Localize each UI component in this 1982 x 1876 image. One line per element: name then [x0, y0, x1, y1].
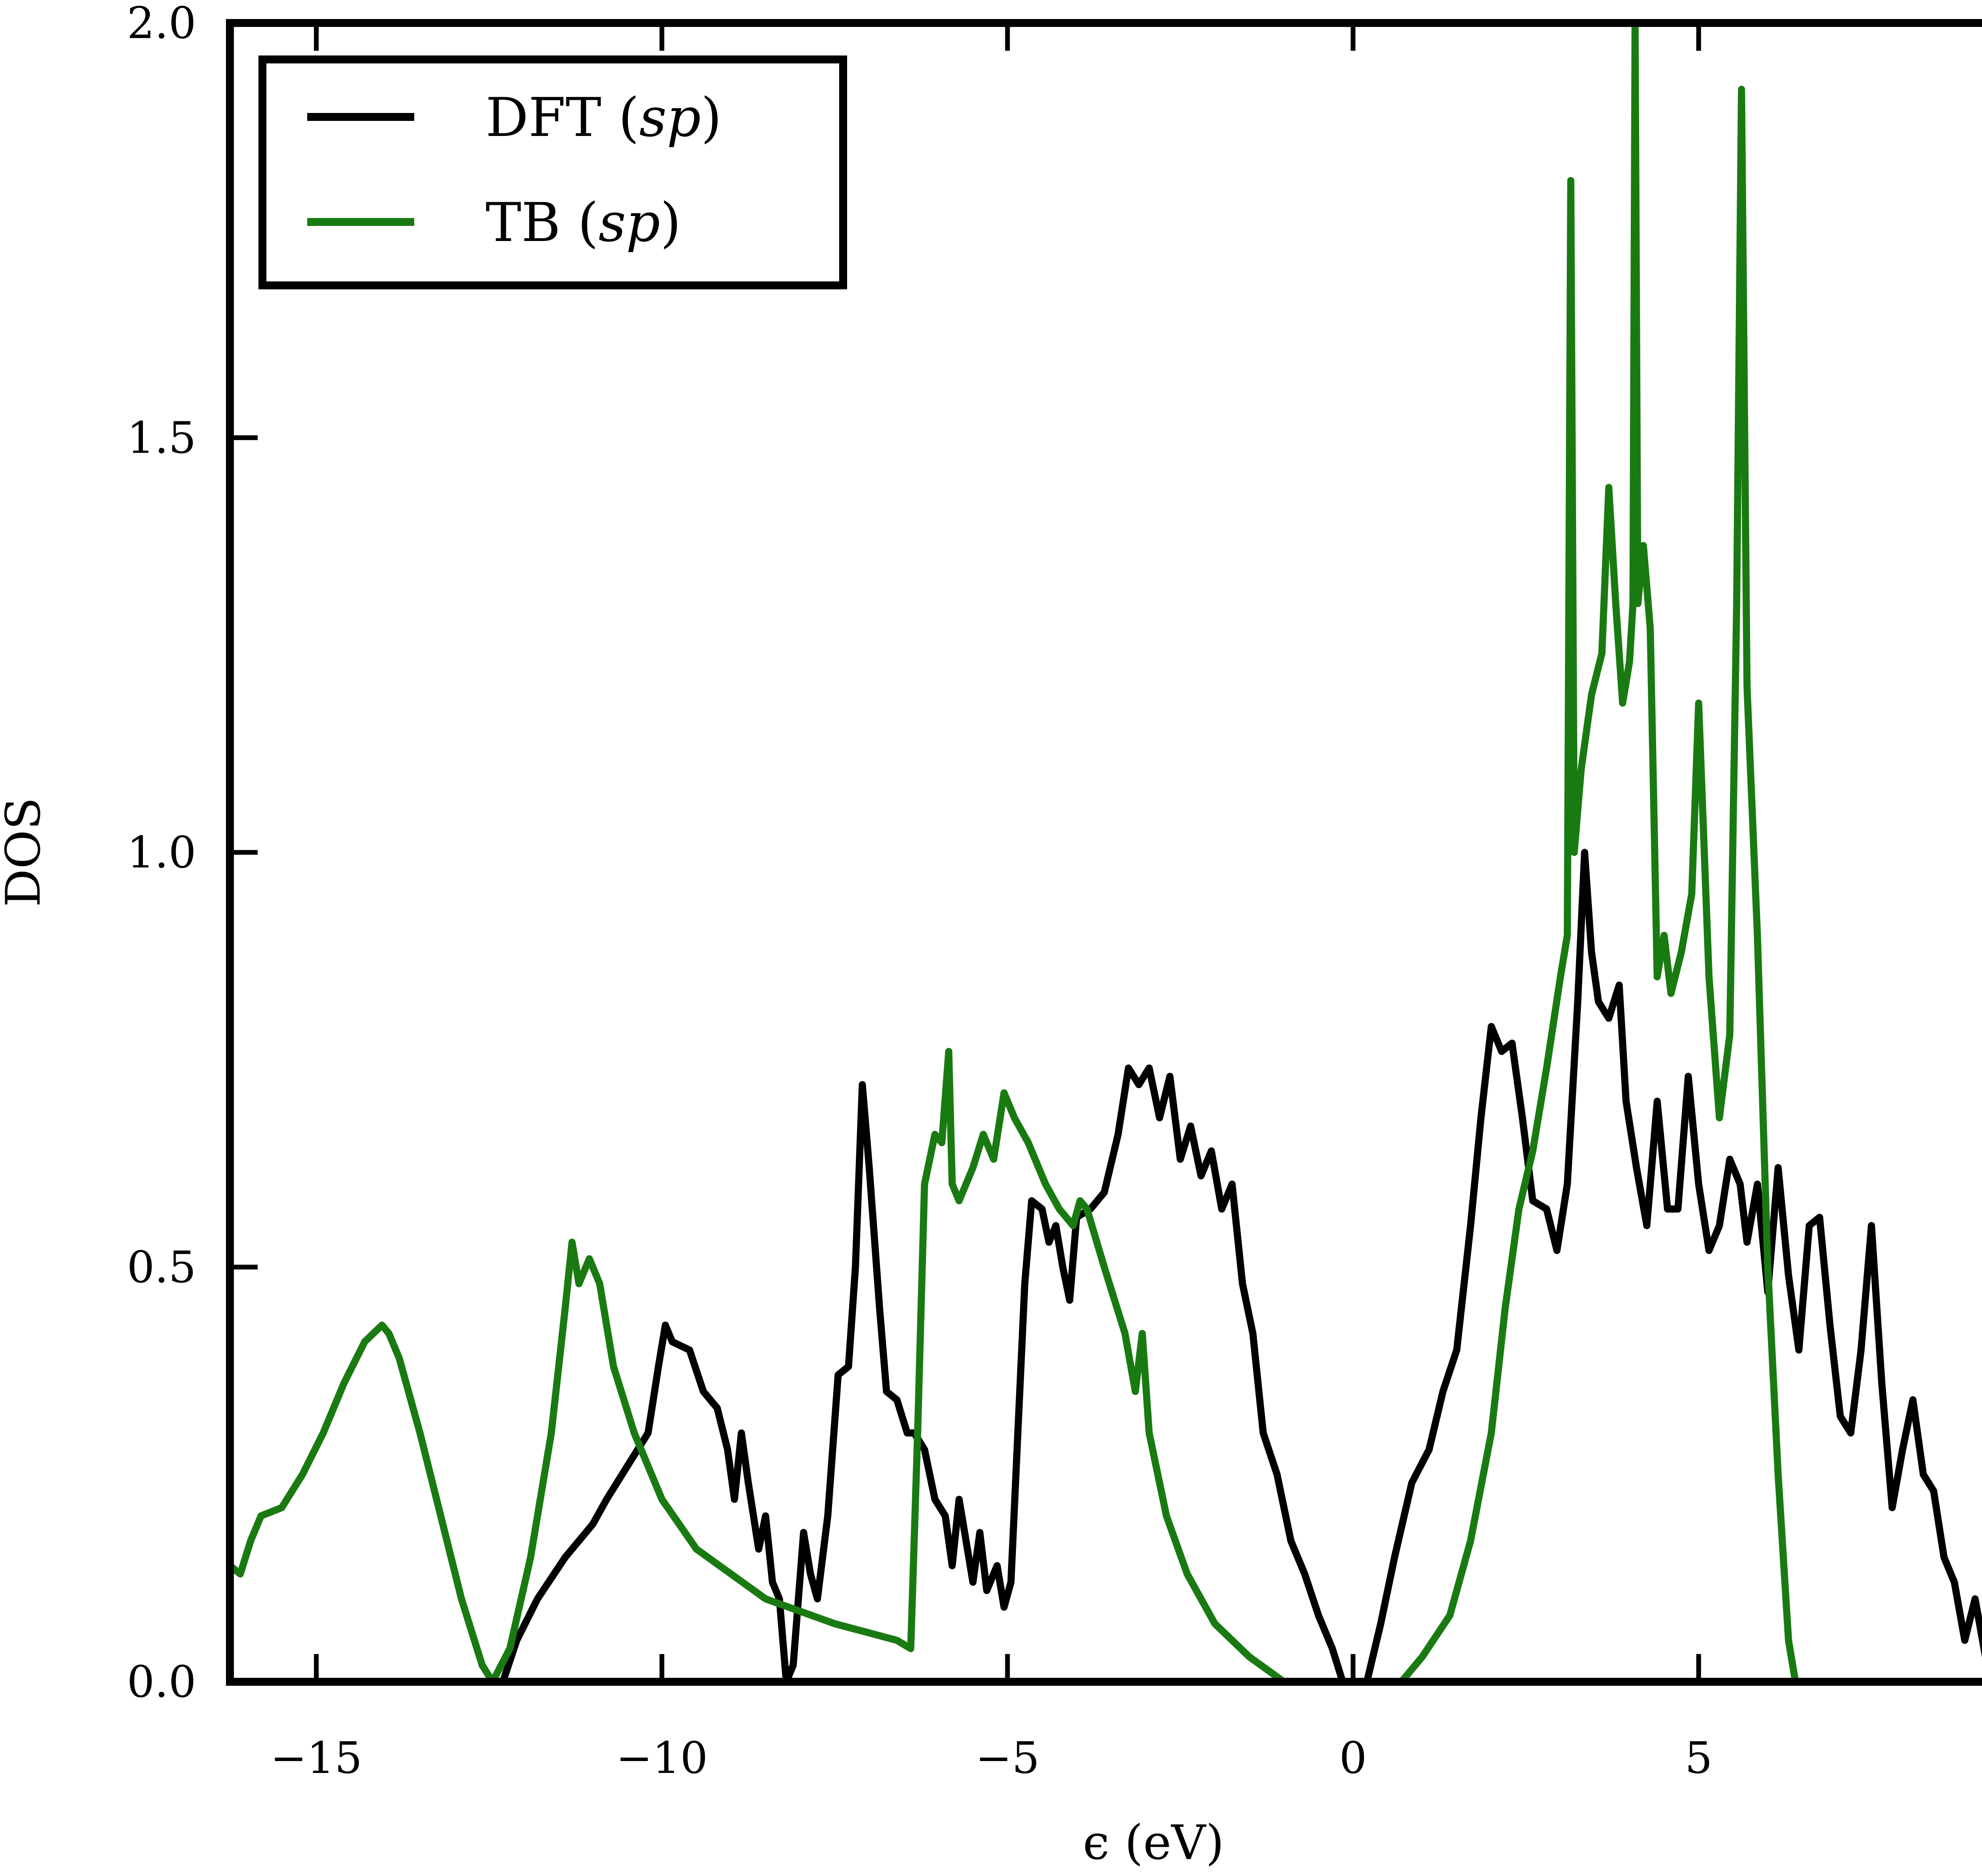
y-tick-label: 1.5: [127, 412, 196, 463]
y-tick-label: 1.0: [127, 827, 196, 878]
y-tick-label: 2.0: [127, 0, 196, 48]
x-tick-label: 0: [1339, 1733, 1367, 1783]
x-tick-label: 5: [1685, 1733, 1712, 1783]
series-line-dft: [499, 849, 1982, 1685]
legend-label-tb: TB (sp): [486, 191, 681, 254]
series-line-tb: [226, 19, 1799, 1685]
x-axis-title: ϵ (eV): [1083, 1815, 1224, 1870]
legend-label-dft-main: DFT: [486, 86, 618, 149]
x-tick-label: −15: [270, 1733, 362, 1783]
y-axis-title: DOS: [0, 797, 51, 907]
legend: DFT (sp) TB (sp): [258, 55, 847, 289]
legend-label-tb-italic: sp: [599, 191, 660, 254]
legend-label-dft: DFT (sp): [486, 86, 722, 149]
x-tick-label: −5: [975, 1733, 1039, 1783]
y-tick-label: 0.0: [127, 1656, 196, 1707]
y-tick-label: 0.5: [127, 1242, 196, 1293]
ticks-layer: −15−10−505100.00.51.01.52.0: [127, 0, 1712, 1783]
legend-frame: [258, 55, 847, 289]
legend-label-tb-main: TB: [486, 191, 578, 254]
series-layer: [226, 19, 1982, 1685]
legend-label-dft-italic: sp: [639, 86, 701, 149]
x-tick-label: −10: [616, 1733, 708, 1783]
